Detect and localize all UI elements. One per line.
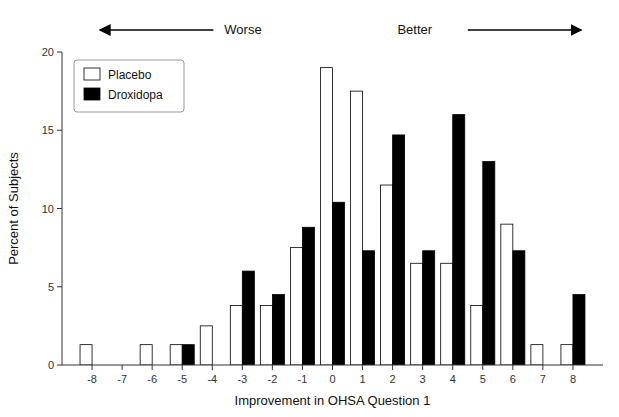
y-tick-label: 15 — [42, 124, 54, 136]
x-tick — [362, 365, 363, 370]
x-tick — [542, 365, 543, 370]
x-tick — [332, 365, 333, 370]
legend-swatch — [84, 88, 100, 100]
x-tick-label: -3 — [237, 373, 247, 385]
bar — [513, 251, 525, 365]
x-tick — [302, 365, 303, 370]
annotation-arrow — [100, 29, 214, 31]
bar — [471, 306, 483, 365]
bar — [302, 227, 314, 365]
bar — [531, 345, 543, 365]
annotation-arrow — [468, 29, 582, 31]
y-tick — [57, 286, 62, 287]
x-tick — [92, 365, 93, 370]
legend-box — [74, 60, 184, 112]
legend: Placebo Droxidopa — [74, 60, 184, 112]
bar — [170, 345, 182, 365]
x-tick — [122, 365, 123, 370]
x-tick — [572, 365, 573, 370]
x-axis-label: Improvement in OHSA Question 1 — [235, 393, 431, 408]
x-tick-label: -8 — [87, 373, 97, 385]
bar — [182, 345, 194, 365]
bar — [351, 91, 363, 365]
y-tick — [57, 130, 62, 131]
y-axis-label: Percent of Subjects — [6, 152, 21, 265]
bar — [320, 68, 332, 365]
bar — [441, 263, 453, 365]
y-tick-label: 10 — [42, 203, 54, 215]
annotation: Better — [397, 22, 432, 37]
bar — [411, 263, 423, 365]
annotation: Worse — [224, 22, 261, 37]
y-tick — [57, 365, 62, 366]
bar — [393, 135, 405, 365]
bar — [381, 185, 393, 365]
legend-swatch — [84, 68, 100, 80]
y-tick — [57, 52, 62, 53]
x-tick-label: 4 — [450, 373, 456, 385]
x-tick — [272, 365, 273, 370]
bar — [561, 345, 573, 365]
bar — [363, 251, 375, 365]
x-tick-label: -2 — [267, 373, 277, 385]
x-tick — [152, 365, 153, 370]
bar — [80, 345, 92, 365]
y-tick-label: 5 — [48, 281, 54, 293]
x-tick-label: 7 — [540, 373, 546, 385]
bar — [260, 306, 272, 365]
x-tick — [482, 365, 483, 370]
x-tick-label: -6 — [147, 373, 157, 385]
bar — [483, 162, 495, 365]
chart: -8 -7 -6 -5 -4 -3 -2 -1 0 1 2 3 4 5 6 7 8 0 5 10 15 20 Improve… — [0, 0, 619, 417]
y-tick — [57, 208, 62, 209]
x-tick-label: 1 — [359, 373, 365, 385]
x-tick-label: -7 — [117, 373, 127, 385]
x-tick-label: 5 — [480, 373, 486, 385]
x-tick — [212, 365, 213, 370]
x-tick — [182, 365, 183, 370]
x-tick — [452, 365, 453, 370]
x-tick-label: 8 — [570, 373, 576, 385]
x-tick-label: -1 — [298, 373, 308, 385]
x-tick — [512, 365, 513, 370]
bar — [140, 345, 152, 365]
bar — [501, 224, 513, 365]
y-tick-label: 0 — [48, 359, 54, 371]
bar — [333, 202, 345, 365]
bar — [423, 251, 435, 365]
x-tick-label: 6 — [510, 373, 516, 385]
y-tick-label: 20 — [42, 46, 54, 58]
bar — [242, 271, 254, 365]
x-tick-label: -5 — [177, 373, 187, 385]
legend-label: Placebo — [108, 68, 152, 82]
bar — [200, 326, 212, 365]
bar — [453, 115, 465, 365]
x-tick-label: 2 — [390, 373, 396, 385]
x-tick — [242, 365, 243, 370]
bar — [290, 248, 302, 365]
x-tick — [392, 365, 393, 370]
bar — [230, 306, 242, 365]
bar — [272, 295, 284, 365]
bar — [573, 295, 585, 365]
x-tick-label: -4 — [207, 373, 217, 385]
x-tick — [422, 365, 423, 370]
x-tick-label: 0 — [329, 373, 335, 385]
x-tick-label: 3 — [420, 373, 426, 385]
legend-label: Droxidopa — [108, 88, 163, 102]
